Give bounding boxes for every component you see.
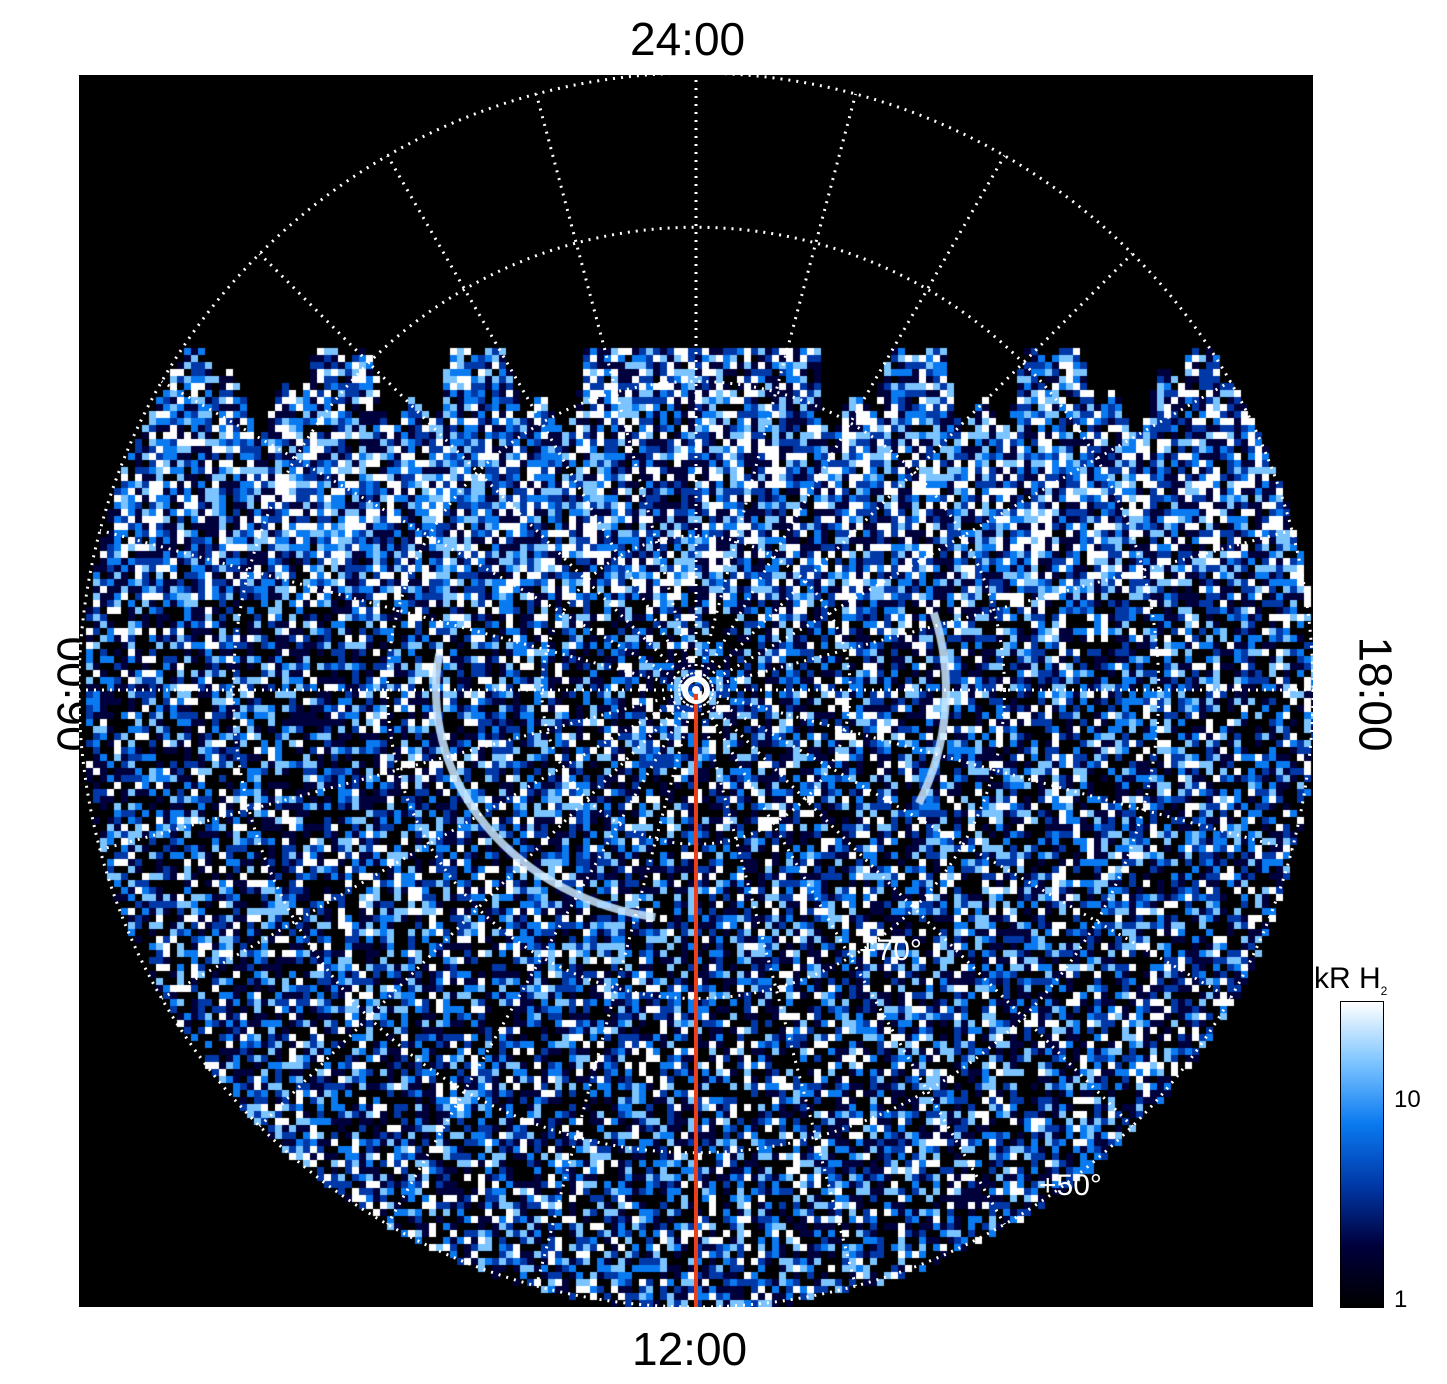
meridian-line-15 [258,252,698,692]
meridian-line-5 [694,689,858,1287]
latitude-circle-0 [540,534,852,846]
meridian-line-14 [160,380,697,692]
local-time-label-midnight: 24:00 [630,13,746,65]
polar-grid: +70° +50° [79,75,1313,1307]
colorbar-tick-1: 1 [1394,1286,1408,1313]
meridian-line-8 [386,689,698,1226]
local-time-label-noon: 12:00 [632,1323,748,1375]
local-time-label-dusk: 18:00 [1349,636,1402,752]
meridian-line-3 [694,688,1134,1128]
pole-marker-outer [682,676,710,704]
colorbar-title: kR H2 [1314,962,1388,998]
meridian-line-7 [534,689,698,1287]
meridian-line-9 [258,688,698,1128]
colorbar [1340,1001,1384,1308]
meridian-line-19 [694,93,858,691]
latitude-circle-2 [231,225,1161,1155]
meridian-line-21 [694,252,1134,692]
meridian-line-16 [386,154,698,691]
meridian-line-20 [694,154,1006,691]
meridian-line-10 [160,688,697,1000]
latitude-label-50: +50° [1039,1169,1102,1202]
colorbar-tick-10: 10 [1394,1086,1421,1113]
meridian-line-17 [534,93,698,691]
latitude-circle-1 [386,380,1006,1000]
latitude-label-70: +70° [859,934,922,967]
pole-marker-inner [692,686,700,694]
meridian-line-4 [694,689,1006,1226]
polar-projection-plot: +70° +50° [79,75,1313,1307]
meridian-line-11 [99,688,697,852]
